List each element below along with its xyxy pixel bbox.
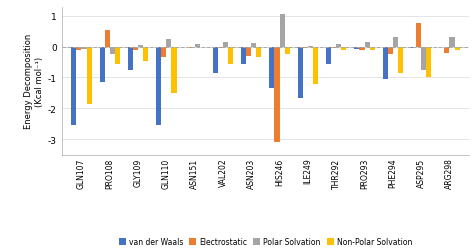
Bar (355, 48, 359, 50)
Bar (143, 48, 148, 61)
Bar (449, 38, 455, 48)
Bar (280, 15, 285, 48)
Bar (100, 48, 105, 83)
Bar (87, 48, 91, 104)
Bar (172, 48, 176, 94)
Bar (223, 43, 228, 48)
Bar (365, 43, 370, 48)
Bar (393, 38, 398, 48)
Bar (71, 48, 76, 126)
Bar (359, 48, 365, 50)
Bar (331, 48, 336, 49)
Bar (298, 48, 303, 98)
Bar (426, 48, 431, 78)
Bar (455, 48, 460, 50)
Bar (105, 30, 110, 48)
Bar (383, 48, 388, 80)
Bar (411, 48, 416, 49)
Bar (256, 48, 262, 58)
Bar (313, 48, 318, 84)
Bar (388, 48, 393, 55)
Bar (285, 48, 290, 55)
Bar (161, 48, 166, 58)
Bar (416, 24, 421, 48)
Bar (308, 46, 313, 48)
Bar (421, 48, 426, 70)
Bar (82, 48, 87, 50)
Bar (274, 48, 280, 143)
Bar (341, 48, 346, 50)
Bar (370, 48, 375, 51)
Bar (251, 44, 256, 48)
Bar (228, 48, 233, 64)
Bar (444, 48, 449, 54)
Bar (213, 48, 218, 74)
Bar (326, 48, 331, 64)
Y-axis label: Energy Decomposition
(Kcal mol⁻¹): Energy Decomposition (Kcal mol⁻¹) (24, 34, 44, 129)
Bar (128, 48, 133, 70)
Bar (195, 44, 200, 48)
Bar (336, 44, 341, 48)
Bar (156, 48, 161, 126)
Bar (190, 48, 195, 49)
Bar (218, 48, 223, 49)
Bar (398, 48, 403, 74)
Bar (246, 48, 251, 57)
Bar (269, 48, 274, 89)
Bar (115, 48, 120, 64)
Bar (241, 48, 246, 64)
Legend: van der Waals, Electrostatic, Polar Solvation, Non-Polar Solvation: van der Waals, Electrostatic, Polar Solv… (119, 237, 412, 246)
Bar (303, 48, 308, 49)
Bar (110, 48, 115, 55)
Bar (138, 46, 143, 48)
Bar (133, 48, 138, 50)
Bar (166, 40, 172, 48)
Bar (76, 48, 82, 50)
